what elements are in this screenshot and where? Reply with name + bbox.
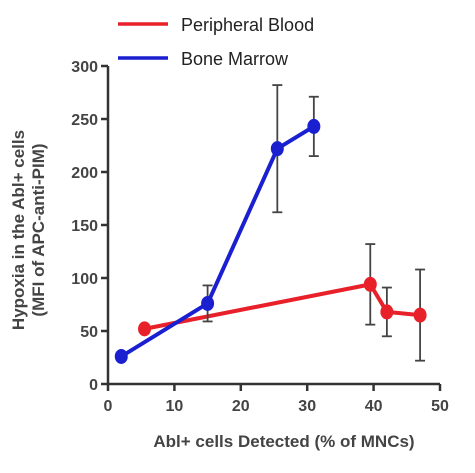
y-tick-label-200: 200 [71, 165, 98, 182]
legend: Peripheral Blood Bone Marrow [118, 15, 314, 69]
x-axis-label: Abl+ cells Detected (% of MNCs) [153, 432, 414, 451]
y-tick-label-250: 250 [71, 112, 98, 129]
data-point [307, 118, 321, 134]
data-point [363, 276, 377, 292]
series-line [120, 124, 315, 359]
ticks: 0 10 20 30 40 50 0 50 100 150 200 250 300 [71, 59, 449, 415]
data-point [138, 321, 152, 337]
data-point [380, 304, 394, 320]
y-tick-label-50: 50 [80, 324, 98, 341]
x-tick-label-0: 0 [104, 398, 113, 415]
x-tick-label-10: 10 [166, 398, 184, 415]
x-tick-label-40: 40 [365, 398, 383, 415]
legend-item-1: Bone Marrow [118, 49, 289, 69]
series-line [144, 282, 421, 331]
y-axis-label-line-2: (MFI of APC-anti-PIM) [29, 143, 48, 316]
y-tick-label-300: 300 [71, 59, 98, 76]
legend-label: Bone Marrow [181, 49, 289, 69]
series-0 [138, 243, 427, 362]
data-point [413, 307, 427, 323]
series-1 [114, 84, 321, 364]
data-point [114, 348, 128, 364]
y-tick-label-150: 150 [71, 218, 98, 235]
x-tick-label-20: 20 [232, 398, 250, 415]
y-tick-label-100: 100 [71, 271, 98, 288]
data-point [201, 295, 215, 311]
legend-item-0: Peripheral Blood [118, 15, 314, 35]
y-axis-label-line-1: Hypoxia in the Abl+ cells [9, 130, 28, 330]
y-axis-label: Hypoxia in the Abl+ cells (MFI of APC-an… [9, 130, 48, 330]
x-tick-label-50: 50 [431, 398, 449, 415]
data-point [270, 141, 284, 157]
x-tick-label-30: 30 [298, 398, 316, 415]
series-layer [114, 84, 427, 364]
y-tick-label-0: 0 [89, 377, 98, 394]
legend-label: Peripheral Blood [181, 15, 314, 35]
